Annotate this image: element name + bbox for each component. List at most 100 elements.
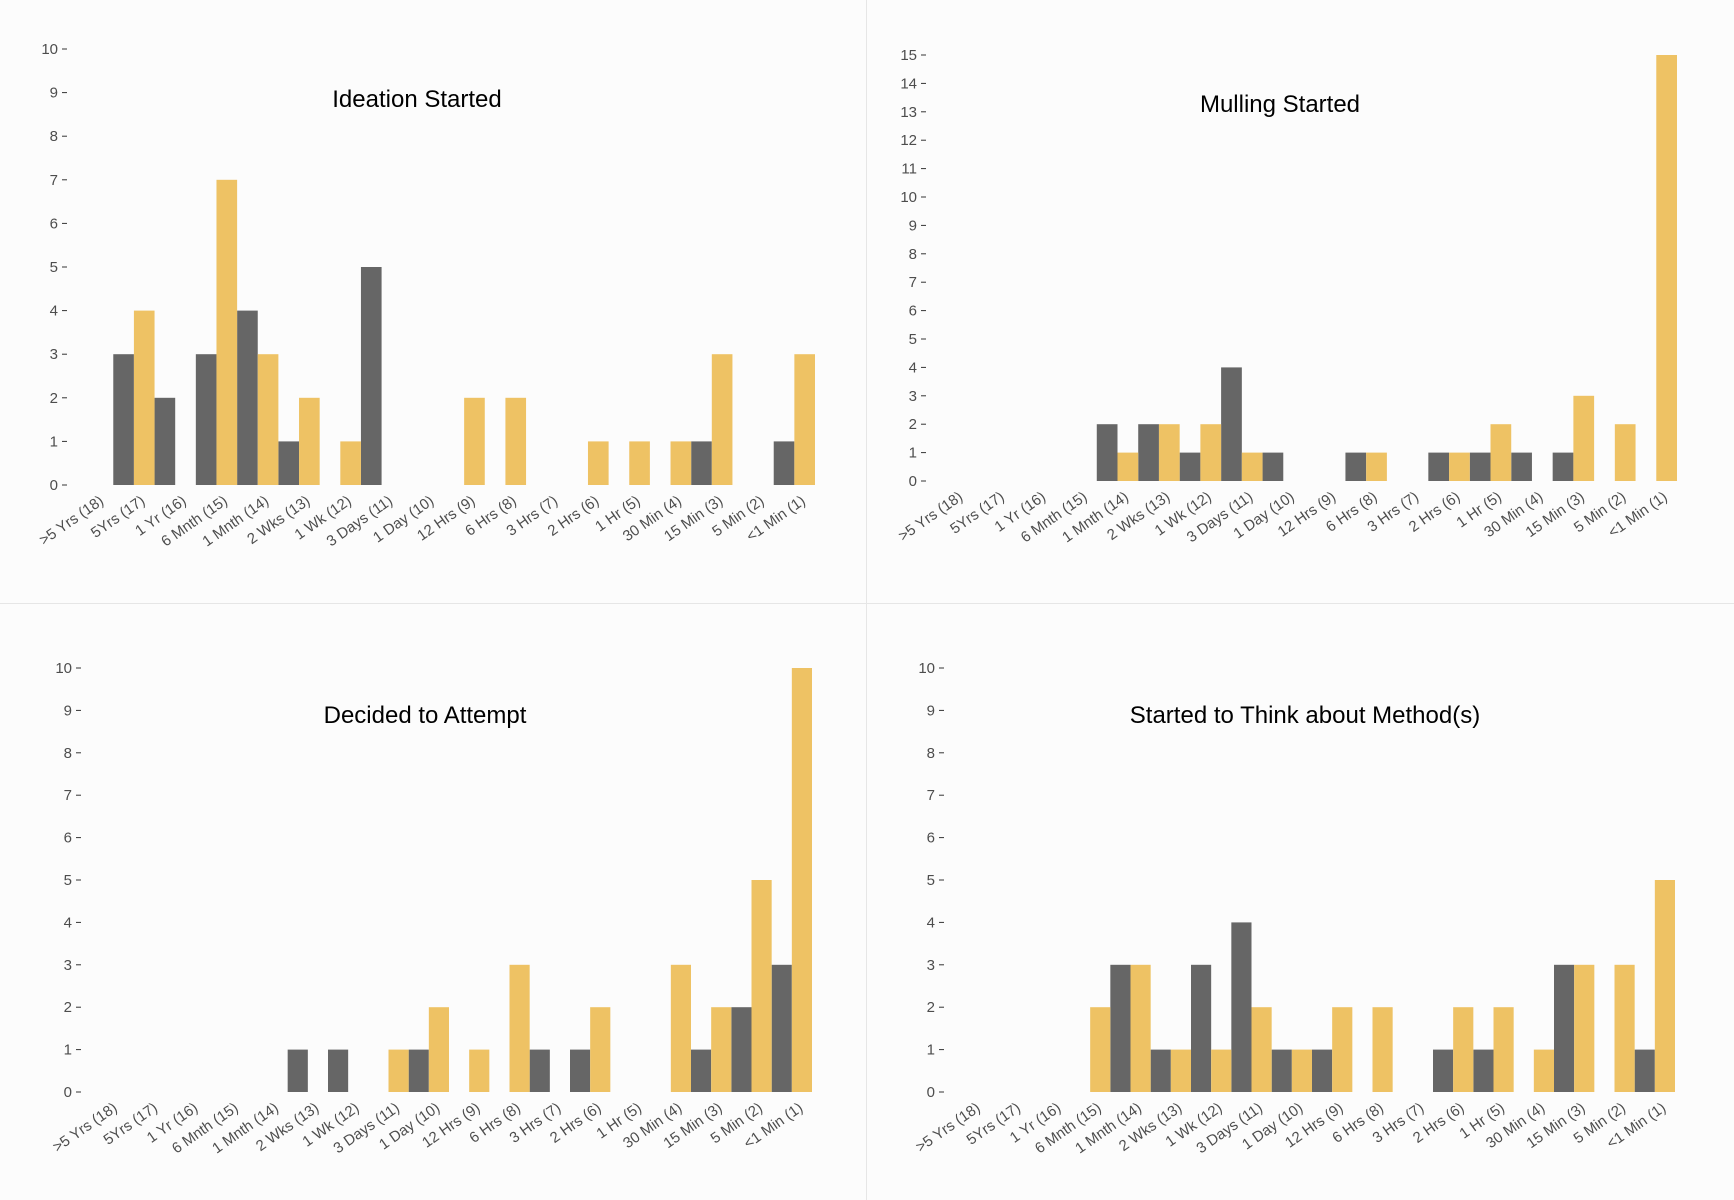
bar	[1345, 452, 1367, 481]
chart-panel-ideation: 0 1 2 3 4 5 6 7 8 9 10 >5 Yrs (18) 5Yrs (17) 1 Yr (16…	[0, 0, 866, 603]
bar	[1332, 1007, 1353, 1092]
y-tick-label: 5	[927, 872, 935, 889]
bar	[1130, 964, 1151, 1092]
y-tick-label: 9	[50, 85, 58, 102]
panel-divider-vertical	[866, 0, 867, 1200]
y-tick-label: 2	[909, 416, 917, 433]
panel-divider-horizontal	[0, 603, 1734, 604]
y-tick-label: 8	[50, 128, 58, 145]
y-tick-label: 5	[50, 259, 58, 276]
bar	[1251, 1007, 1272, 1092]
bar	[464, 397, 485, 485]
bar	[1473, 1049, 1494, 1092]
bar	[1554, 964, 1575, 1092]
y-tick-label: 0	[50, 477, 58, 494]
bar	[509, 964, 530, 1092]
y-tick-label: 10	[900, 189, 917, 206]
y-tick-label: 7	[909, 274, 917, 291]
y-tick-label: 6	[50, 215, 58, 232]
bar	[287, 1049, 308, 1092]
y-tick-label: 8	[64, 745, 72, 762]
chart-panel-decided: 0 1 2 3 4 5 6 7 8 9 10 >5 Yrs (18) 5Yrs (17) 1 Yr (16…	[0, 604, 866, 1200]
chart-panel-mulling: 0 1 2 3 4 5 6 7 8 9 10 11 12 13 14 15 >5 Yrs (18) 5Yrs (1…	[867, 0, 1734, 603]
y-tick-label: 5	[909, 331, 917, 348]
y-tick-label: 6	[909, 303, 917, 320]
bar	[113, 354, 134, 485]
y-tick-label: 7	[64, 787, 72, 804]
bar	[773, 441, 795, 485]
bar	[1493, 1007, 1514, 1092]
bar	[195, 354, 217, 485]
bar	[1170, 1049, 1191, 1092]
bar	[278, 441, 300, 485]
bar	[1262, 452, 1284, 481]
bar	[1179, 452, 1201, 481]
bar	[629, 441, 650, 485]
bar	[529, 1049, 550, 1092]
bar	[1614, 964, 1635, 1092]
chart-panel-method: 0 1 2 3 4 5 6 7 8 9 10 >5 Yrs (18) 5Yrs (17) 1 Yr (16…	[867, 604, 1734, 1200]
bar	[1449, 452, 1470, 481]
y-tick-label: 8	[909, 246, 917, 263]
bar	[1138, 424, 1159, 481]
y-tick-label: 4	[927, 914, 935, 931]
bar	[691, 1049, 712, 1092]
bar	[1453, 1007, 1474, 1092]
bar	[1231, 922, 1252, 1092]
bar	[670, 441, 692, 485]
bar	[751, 880, 772, 1092]
bar	[670, 964, 691, 1092]
bar	[570, 1049, 591, 1092]
bar	[408, 1049, 429, 1092]
bar	[1634, 1049, 1655, 1092]
bar	[1200, 424, 1222, 481]
bar	[1490, 424, 1512, 481]
bar	[1614, 424, 1636, 481]
bar	[1312, 1049, 1333, 1092]
y-tick-label: 2	[64, 999, 72, 1016]
bar	[771, 964, 792, 1092]
bar	[1090, 1007, 1111, 1092]
y-tick-label: 10	[918, 660, 935, 677]
bar	[1221, 367, 1242, 481]
bar	[388, 1049, 409, 1092]
bar	[691, 441, 712, 485]
bar	[794, 354, 815, 485]
chart-title: Mulling Started	[1200, 91, 1360, 118]
y-tick-label: 1	[50, 433, 58, 450]
y-tick-label: 1	[927, 1042, 935, 1059]
bar	[1654, 880, 1675, 1092]
bar	[428, 1007, 449, 1092]
y-tick-label: 1	[64, 1042, 72, 1059]
bar	[299, 397, 320, 485]
chart-title: Decided to Attempt	[324, 702, 527, 729]
bar	[1533, 1049, 1554, 1092]
bar	[257, 354, 279, 485]
y-tick-label: 9	[64, 702, 72, 719]
bar	[1117, 452, 1139, 481]
y-tick-label: 7	[50, 172, 58, 189]
bar	[1656, 55, 1677, 481]
bar	[1372, 1007, 1393, 1092]
bar	[505, 397, 527, 485]
bar	[1552, 452, 1574, 481]
chart-title: Started to Think about Method(s)	[1130, 702, 1480, 729]
y-tick-label: 6	[927, 830, 935, 847]
bar	[340, 441, 361, 485]
y-tick-label: 0	[64, 1084, 72, 1101]
y-tick-label: 3	[909, 388, 917, 405]
bar	[791, 668, 812, 1092]
y-tick-label: 7	[927, 787, 935, 804]
y-tick-label: 9	[909, 217, 917, 234]
bar	[1150, 1049, 1171, 1092]
bar	[1191, 964, 1212, 1092]
y-tick-label: 4	[64, 914, 72, 931]
bar	[1096, 424, 1118, 481]
bar	[711, 354, 733, 485]
y-tick-label: 2	[50, 390, 58, 407]
y-tick-label: 8	[927, 745, 935, 762]
y-tick-label: 0	[909, 473, 917, 490]
